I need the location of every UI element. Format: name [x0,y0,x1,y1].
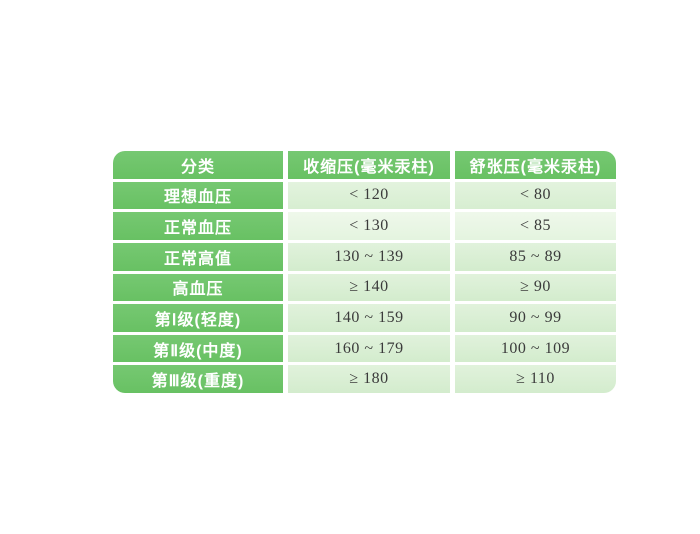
category-cell: 正常高值 [113,242,283,271]
category-cell: 第Ⅲ级(重度) [113,365,283,393]
header-cell-1: 收缩压(毫米汞柱) [288,151,450,179]
diastolic-value-cell: < 80 [455,181,616,210]
systolic-value-cell: 130 ~ 139 [288,242,450,271]
systolic-value-cell: < 120 [288,181,450,210]
diastolic-value-cell: < 85 [455,212,616,240]
systolic-value-cell: 160 ~ 179 [288,334,450,363]
category-cell: 理想血压 [113,181,283,210]
category-cell: 高血压 [113,273,283,302]
systolic-value-cell: ≥ 180 [288,365,450,393]
diastolic-value-cell: ≥ 90 [455,273,616,302]
systolic-value-cell: ≥ 140 [288,273,450,302]
diastolic-value-cell: ≥ 110 [455,365,616,393]
diastolic-value-cell: 90 ~ 99 [455,304,616,332]
header-cell-0: 分类 [113,151,283,179]
category-cell: 正常血压 [113,212,283,240]
header-cell-2: 舒张压(毫米汞柱) [455,151,616,179]
systolic-value-cell: < 130 [288,212,450,240]
systolic-value-cell: 140 ~ 159 [288,304,450,332]
blood-pressure-table: 分类 收缩压(毫米汞柱) 舒张压(毫米汞柱) 理想血压 < 120 < 80 正常血压 < 1… [113,151,616,393]
diastolic-value-cell: 100 ~ 109 [455,334,616,363]
category-cell: 第Ⅱ级(中度) [113,334,283,363]
category-cell: 第Ⅰ级(轻度) [113,304,283,332]
diastolic-value-cell: 85 ~ 89 [455,242,616,271]
